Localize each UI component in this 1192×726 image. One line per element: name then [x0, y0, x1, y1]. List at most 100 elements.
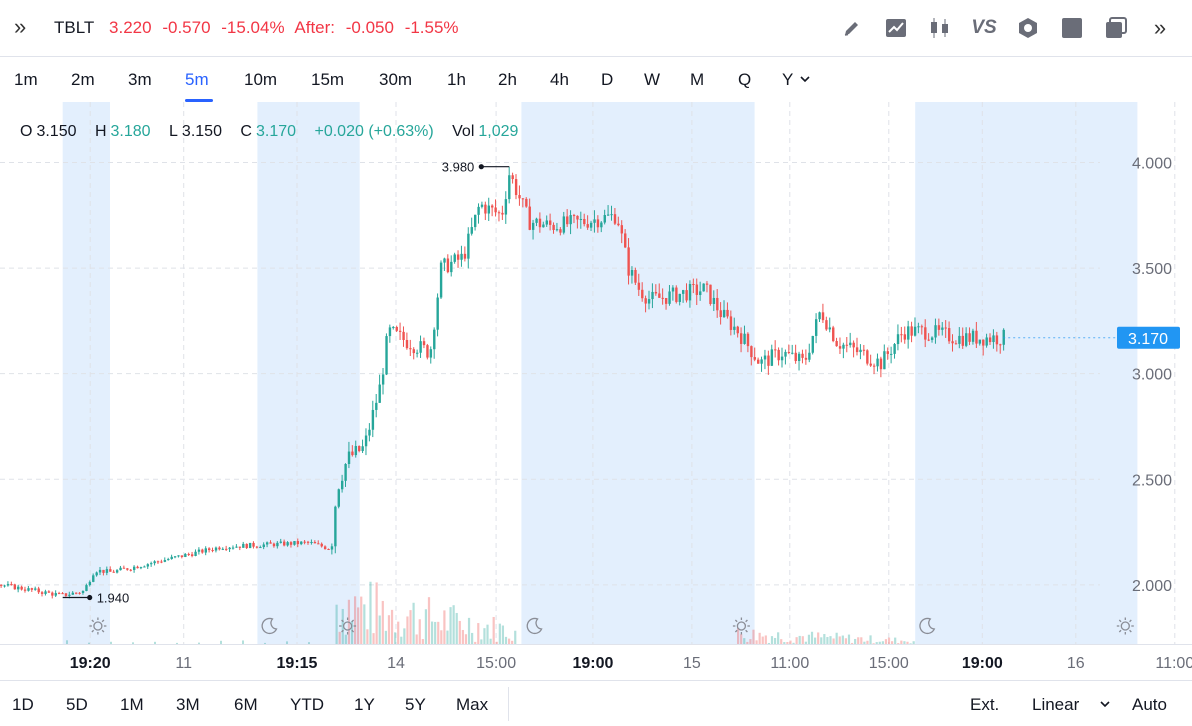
auto-scale-toggle[interactable]: Auto	[1132, 695, 1167, 714]
candle	[692, 284, 695, 286]
interval-q[interactable]: Q	[738, 70, 752, 89]
range-ytd[interactable]: YTD	[290, 695, 324, 714]
interval-15m[interactable]: 15m	[311, 70, 345, 89]
interval-2h[interactable]: 2h	[498, 70, 517, 89]
interval-1h[interactable]: 1h	[447, 70, 466, 89]
candle	[988, 337, 992, 343]
candle	[34, 588, 37, 590]
candle	[327, 548, 330, 550]
candle	[300, 541, 303, 545]
candle	[852, 342, 855, 348]
compare-vs-icon[interactable]: VS	[971, 17, 997, 38]
divider	[508, 687, 509, 721]
volume-bar	[394, 632, 397, 644]
volume-bar	[909, 643, 912, 644]
candle	[480, 204, 484, 207]
candle	[13, 584, 17, 590]
extended-hours-toggle[interactable]: Ext.	[970, 695, 1000, 714]
volume-bar	[366, 629, 369, 644]
candle	[603, 215, 606, 223]
candle	[678, 293, 681, 302]
interval-y[interactable]: Y	[782, 70, 794, 89]
candle	[555, 229, 559, 231]
candle	[978, 339, 982, 344]
range-5d[interactable]: 5D	[66, 695, 88, 714]
price-chart[interactable]: 3.980 1.940 3.170 4.000 3.500 3.000 2.500 2.000…	[0, 102, 1192, 680]
candle	[337, 489, 340, 507]
candle	[583, 218, 586, 225]
range-1m[interactable]: 1M	[120, 695, 144, 714]
candle	[961, 335, 965, 346]
interval-30m[interactable]: 30m	[379, 70, 413, 89]
candle	[951, 341, 954, 344]
range-3m[interactable]: 3M	[176, 695, 200, 714]
interval-m[interactable]: M	[690, 70, 705, 89]
time-tick-label: 19:00	[962, 655, 1003, 672]
square-icon[interactable]	[1050, 14, 1094, 42]
candle	[658, 293, 661, 298]
range-1y[interactable]: 1Y	[354, 695, 375, 714]
candles-icon[interactable]	[918, 14, 962, 42]
line-chart-icon[interactable]	[874, 14, 918, 42]
pencil-icon[interactable]	[830, 14, 874, 42]
scale-mode-select[interactable]: Linear	[1032, 695, 1080, 714]
chevron-down-icon[interactable]	[1098, 694, 1112, 719]
volume-bar	[384, 630, 387, 644]
interval-d[interactable]: D	[601, 70, 614, 89]
candle	[163, 560, 167, 562]
candle	[804, 357, 808, 360]
low-value: 3.150	[181, 123, 222, 140]
volume-bar	[770, 636, 774, 644]
expand-sidebar-icon[interactable]: »	[14, 14, 27, 39]
candle	[115, 570, 119, 573]
candle	[617, 223, 620, 226]
range-max[interactable]: Max	[456, 695, 489, 714]
interval-5m[interactable]: 5m	[185, 70, 209, 89]
candle	[167, 559, 170, 561]
candle	[225, 548, 228, 550]
volume-bar	[514, 630, 517, 644]
high-label: H	[94, 123, 107, 140]
interval-3m[interactable]: 3m	[128, 70, 152, 89]
volume-bar	[430, 621, 434, 644]
volume-bar	[440, 630, 443, 644]
layers-icon[interactable]	[1094, 14, 1138, 42]
time-tick-label: 19:00	[572, 655, 613, 672]
volume-bar	[749, 639, 752, 644]
moon-icon	[526, 617, 543, 635]
candle	[146, 564, 150, 567]
volume-bar	[443, 610, 446, 644]
settings-hex-icon[interactable]	[1006, 14, 1050, 42]
chevron-down-icon[interactable]	[798, 69, 812, 94]
time-tick-label: 11:00	[770, 655, 809, 672]
candle	[791, 352, 794, 354]
candle	[446, 258, 450, 273]
candle	[6, 584, 10, 586]
candle	[930, 337, 934, 340]
candle	[436, 297, 439, 330]
interval-2m[interactable]: 2m	[71, 70, 95, 89]
symbol-ticker[interactable]: TBLT	[54, 18, 95, 37]
interval-w[interactable]: W	[644, 70, 661, 89]
time-tick-label: 15:00	[476, 655, 516, 672]
time-tick-label: 19:20	[70, 655, 111, 672]
candle	[722, 309, 726, 318]
interval-1m[interactable]: 1m	[14, 70, 38, 89]
candle	[259, 547, 262, 549]
candle	[842, 344, 845, 349]
range-1d[interactable]: 1D	[12, 695, 34, 714]
double-chevron-right-icon[interactable]: »	[1153, 15, 1167, 40]
candle	[596, 219, 600, 228]
candle	[122, 567, 126, 569]
volume-bar	[375, 582, 378, 644]
candle	[283, 541, 286, 546]
interval-10m[interactable]: 10m	[244, 70, 278, 89]
interval-4h[interactable]: 4h	[550, 70, 569, 89]
range-5y[interactable]: 5Y	[405, 695, 426, 714]
price-tick-label: 3.000	[1132, 367, 1172, 384]
range-6m[interactable]: 6M	[234, 695, 258, 714]
candle	[654, 291, 658, 294]
candle	[569, 215, 572, 225]
volume-bar	[835, 632, 838, 644]
candle	[184, 553, 187, 557]
